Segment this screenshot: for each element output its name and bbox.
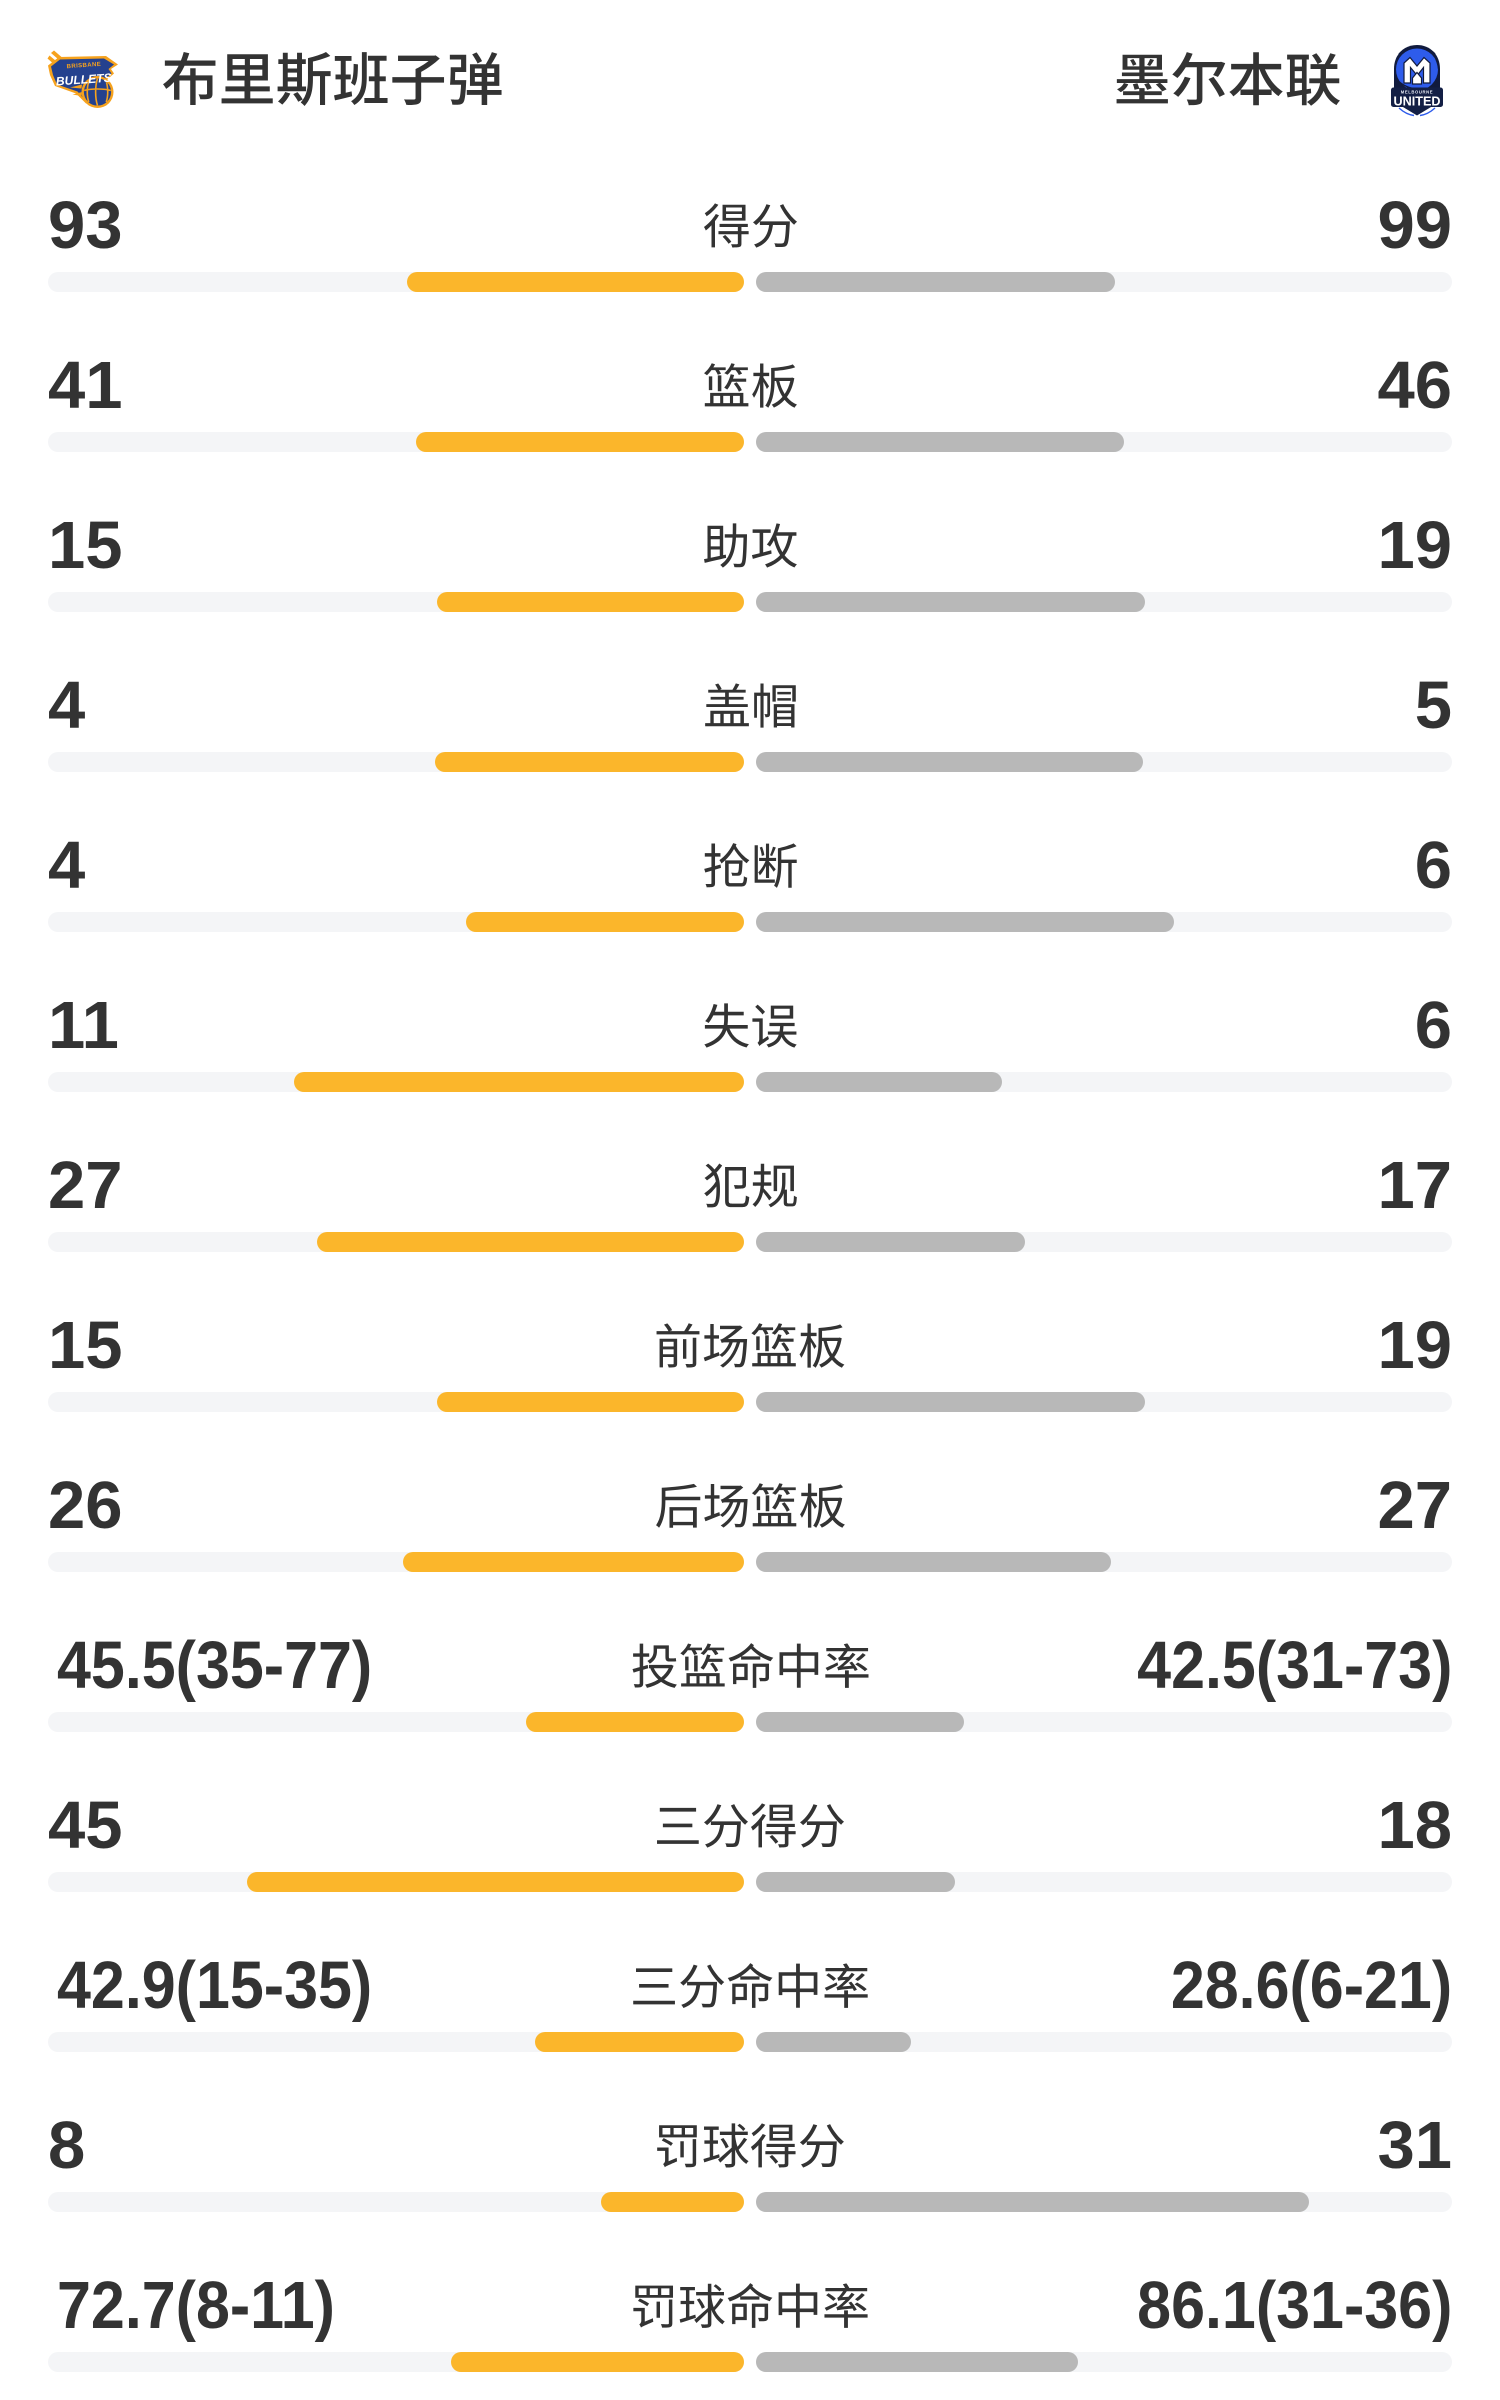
svg-text:BRISBANE: BRISBANE <box>66 62 101 70</box>
svg-text:MELBOURNE: MELBOURNE <box>1401 90 1433 95</box>
svg-text:UNITED: UNITED <box>1394 95 1441 109</box>
svg-text:BULLETS: BULLETS <box>55 71 112 89</box>
